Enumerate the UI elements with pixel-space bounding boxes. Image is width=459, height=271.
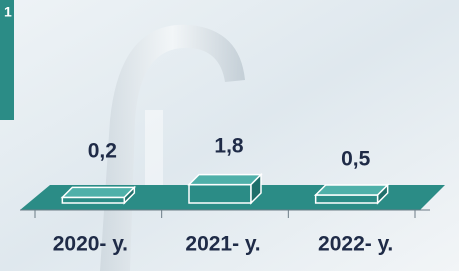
bar — [189, 185, 251, 203]
value-label: 0,2 — [88, 140, 117, 163]
bar-top — [62, 187, 134, 197]
bar — [316, 195, 378, 203]
bar-top — [189, 175, 261, 185]
x-tick-label: 2020- у. — [53, 233, 128, 256]
bar — [62, 197, 124, 203]
badge: 1 — [4, 4, 12, 20]
bar-top — [316, 185, 388, 195]
chart: 1 0,2 2020- у. 1,8 2021- у. 0,5 2022- у. — [0, 0, 459, 271]
x-tick-label: 2021- у. — [185, 233, 260, 256]
value-label: 1,8 — [214, 135, 244, 158]
x-tick-label: 2022- у. — [318, 233, 393, 256]
value-label: 0,5 — [341, 148, 371, 171]
